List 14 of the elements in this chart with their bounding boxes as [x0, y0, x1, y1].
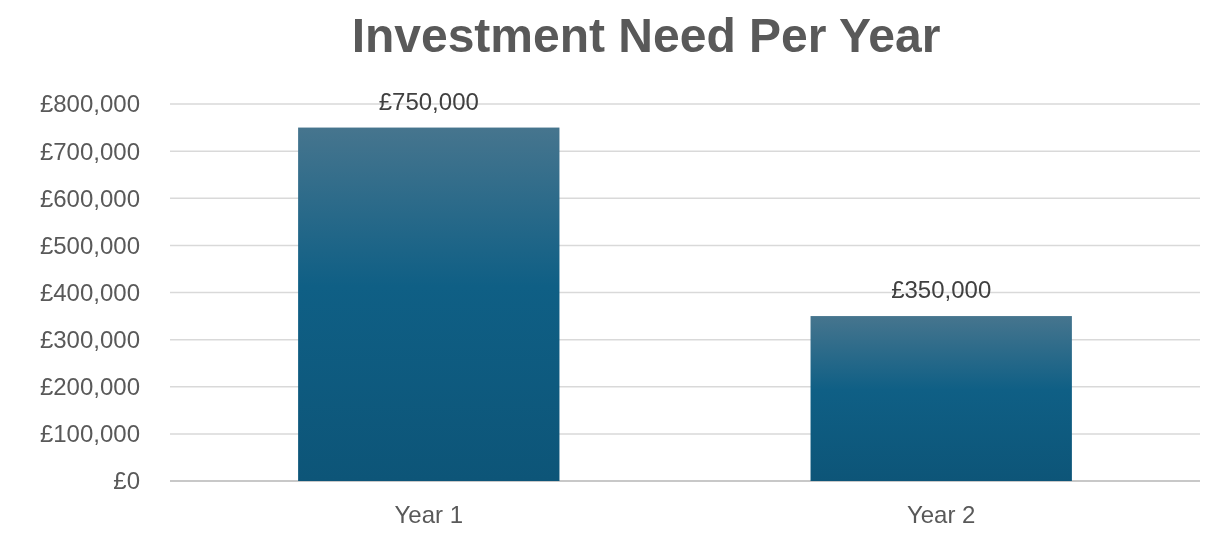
y-tick-label: £400,000 [39, 278, 140, 306]
y-tick-label: £0 [113, 467, 140, 495]
chart-title: Investment Need Per Year [351, 9, 941, 62]
y-tick-label: £300,000 [39, 326, 140, 354]
y-tick-label: £200,000 [39, 373, 140, 401]
y-tick-label: £600,000 [39, 184, 140, 212]
data-label: £750,000 [378, 87, 479, 115]
x-tick-label: Year 2 [906, 501, 976, 528]
data-label: £350,000 [891, 276, 992, 304]
y-tick-label: £500,000 [39, 231, 140, 259]
x-tick-label: Year 1 [394, 501, 464, 528]
y-tick-label: £100,000 [39, 420, 140, 448]
y-tick-label: £800,000 [39, 90, 140, 118]
y-tick-label: £700,000 [39, 137, 140, 165]
